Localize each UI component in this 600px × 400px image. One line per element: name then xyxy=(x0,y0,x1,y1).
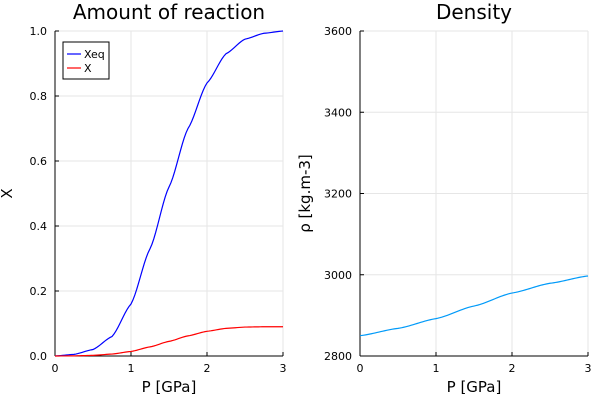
y-tick-label: 0.8 xyxy=(30,90,48,103)
y-tick-label: 0.0 xyxy=(30,350,48,363)
x-tick-label: 1 xyxy=(128,362,135,375)
legend-box xyxy=(62,41,110,80)
x-tick-label: 2 xyxy=(204,362,211,375)
x-tick-label: 0 xyxy=(357,362,364,375)
chart-title: Amount of reaction xyxy=(73,0,265,24)
reaction-chart: 0 1 2 3 0.0 0.2 0.4 0.6 0.8 1.0 Amount of reaction… xyxy=(0,0,287,396)
y-tick-label: 0.2 xyxy=(30,285,48,298)
y-tick-label: 1.0 xyxy=(30,25,48,38)
x-axis-label: P [GPa] xyxy=(142,378,197,396)
y-tick-label: 3400 xyxy=(324,106,352,119)
chart-title: Density xyxy=(436,0,512,24)
x-tick-label: 3 xyxy=(280,362,287,375)
y-tick-label: 0.4 xyxy=(30,220,48,233)
series-line-xeq xyxy=(54,30,284,357)
y-axis-label: ρ [kg.m-3] xyxy=(296,154,314,233)
x-tick-label: 1 xyxy=(433,362,440,375)
y-axis-label: X xyxy=(0,188,16,198)
x-tick-label: 0 xyxy=(52,362,59,375)
legend-label-x: X xyxy=(84,62,92,75)
x-axis-label: P [GPa] xyxy=(447,378,502,396)
y-tick-label: 3600 xyxy=(324,25,352,38)
y-tick-label: 0.6 xyxy=(30,155,48,168)
series-line-x xyxy=(54,326,283,357)
density-chart: 0 1 2 3 2800 3000 3200 3400 3600 Density P [GPa] ρ … xyxy=(296,0,592,396)
x-tick-label: 3 xyxy=(585,362,592,375)
legend-label-xeq: Xeq xyxy=(84,48,105,61)
y-tick-label: 3200 xyxy=(324,188,352,201)
series-line-density xyxy=(359,275,589,337)
x-tick-label: 2 xyxy=(509,362,516,375)
y-tick-label: 2800 xyxy=(324,350,352,363)
y-tick-label: 3000 xyxy=(324,269,352,282)
